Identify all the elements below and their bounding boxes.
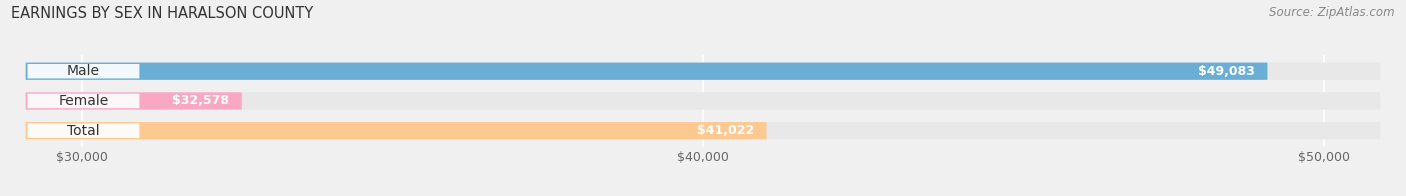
Text: Male: Male (67, 64, 100, 78)
Text: EARNINGS BY SEX IN HARALSON COUNTY: EARNINGS BY SEX IN HARALSON COUNTY (11, 6, 314, 21)
Text: Source: ZipAtlas.com: Source: ZipAtlas.com (1270, 6, 1395, 19)
FancyBboxPatch shape (28, 123, 139, 138)
Text: $32,578: $32,578 (173, 94, 229, 107)
FancyBboxPatch shape (25, 92, 1381, 110)
Text: $49,083: $49,083 (1198, 65, 1256, 78)
FancyBboxPatch shape (28, 64, 139, 78)
FancyBboxPatch shape (28, 94, 139, 108)
FancyBboxPatch shape (25, 92, 242, 110)
Text: Total: Total (67, 124, 100, 138)
Text: Female: Female (58, 94, 108, 108)
Text: $41,022: $41,022 (697, 124, 754, 137)
FancyBboxPatch shape (25, 63, 1381, 80)
FancyBboxPatch shape (25, 63, 1267, 80)
FancyBboxPatch shape (25, 122, 766, 139)
FancyBboxPatch shape (25, 122, 1381, 139)
